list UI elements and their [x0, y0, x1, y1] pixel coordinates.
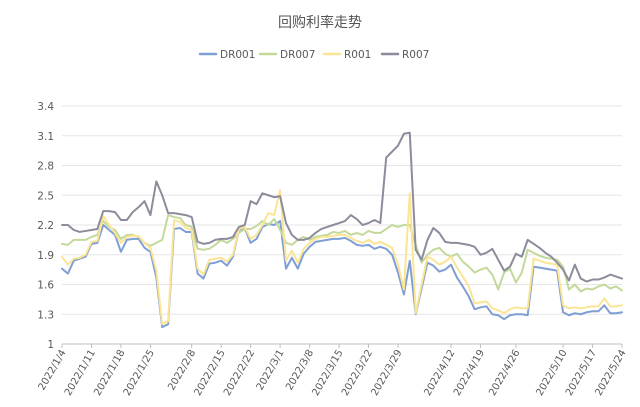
chart-title: 回购利率走势: [278, 14, 362, 31]
legend-label: DR007: [280, 49, 315, 61]
x-tick-label: 2022/3/1: [255, 348, 287, 392]
y-tick-label: 2.2: [37, 220, 54, 232]
y-tick-label: 2.5: [37, 190, 54, 202]
series-line-dr007: [61, 214, 623, 293]
y-tick-label: 3.4: [37, 101, 54, 113]
y-tick-label: 1.3: [37, 309, 54, 321]
x-tick-label: 2022/1/25: [122, 348, 157, 398]
x-tick-label: 2022/3/29: [369, 348, 404, 398]
series-line-dr001: [61, 220, 623, 329]
y-tick-label: 1: [47, 339, 54, 351]
y-tick-label: 1.6: [37, 280, 54, 292]
y-axis: 1 1.3 1.6 1.9 2.2 2.5 2.8 3.1 3.4: [37, 101, 54, 351]
series-layer: [61, 131, 623, 329]
grid-lines: [62, 105, 622, 345]
y-tick-label: 1.9: [37, 250, 54, 262]
series-line-r001: [61, 189, 623, 326]
x-tick-label: 2022/5/24: [593, 348, 628, 398]
legend-label: R007: [402, 49, 429, 61]
x-tick-label: 2022/4/26: [487, 348, 522, 398]
legend-label: R001: [344, 49, 371, 61]
y-tick-label: 2.8: [37, 161, 54, 173]
x-tick-label: 2022/4/19: [452, 348, 487, 398]
legend: DR001 DR007 R001 R007: [198, 49, 429, 61]
legend-label: DR001: [220, 49, 255, 61]
x-tick-label: 2022/2/22: [222, 348, 257, 398]
x-tick-label: 2022/3/8: [284, 348, 316, 392]
series-line-r007: [61, 131, 623, 283]
x-tick-label: 2022/2/8: [166, 348, 198, 392]
y-tick-label: 3.1: [37, 131, 54, 143]
x-tick-label: 2022/1/4: [37, 348, 69, 392]
